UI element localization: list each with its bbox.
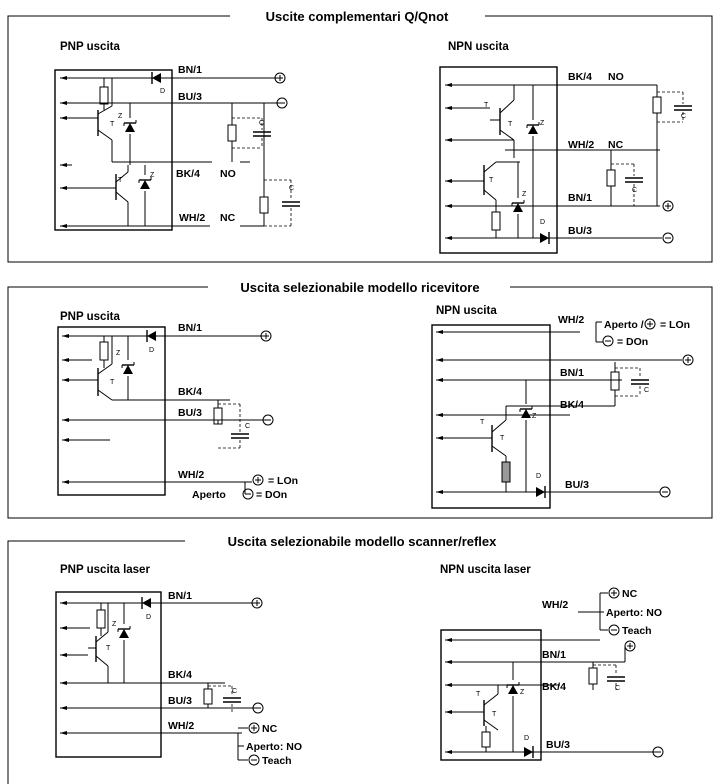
svg-text:BU/3: BU/3: [178, 407, 202, 419]
svg-text:C: C: [232, 688, 237, 695]
wire-bn: BN/1: [178, 64, 202, 76]
svg-text:BU/3: BU/3: [568, 225, 592, 237]
svg-text:BN/1: BN/1: [178, 322, 202, 334]
svg-text:T: T: [480, 419, 485, 426]
svg-text:= DOn: = DOn: [256, 489, 287, 501]
svg-text:C: C: [615, 685, 620, 692]
svg-text:Z: Z: [150, 172, 155, 179]
svg-text:BU/3: BU/3: [565, 479, 589, 491]
svg-text:T: T: [110, 121, 115, 128]
pnp-laser-circuit: D BN/1 BU/3 T Z BK/4: [55, 590, 302, 767]
svg-text:= DOn: = DOn: [617, 336, 648, 348]
svg-text:BN/1: BN/1: [168, 590, 192, 602]
svg-text:NC: NC: [622, 588, 638, 600]
svg-text:C: C: [681, 113, 686, 120]
svg-text:D: D: [540, 219, 545, 226]
svg-text:NPN uscita laser: NPN uscita laser: [440, 564, 531, 576]
svg-text:WH/2: WH/2: [568, 139, 594, 151]
svg-text:Z: Z: [522, 191, 527, 198]
svg-text:Z: Z: [540, 120, 545, 127]
svg-text:T: T: [106, 645, 111, 652]
svg-text:WH/2: WH/2: [179, 212, 205, 224]
svg-text:D: D: [524, 735, 529, 742]
svg-text:NO: NO: [608, 71, 624, 83]
svg-text:T: T: [489, 177, 494, 184]
svg-text:D: D: [536, 473, 541, 480]
npn-complementary-circuit: BK/4 NO T T Z T: [439, 66, 693, 254]
svg-text:= LOn: = LOn: [268, 475, 298, 487]
pnp-complementary-circuit: D BN/1 BU/3 T Z BK/4: [54, 64, 301, 231]
svg-text:PNP uscita laser: PNP uscita laser: [60, 564, 150, 576]
svg-text:Aperto: NO: Aperto: NO: [246, 741, 302, 753]
section-title: Uscita selezionabile modello ricevitore: [240, 280, 479, 295]
svg-text:Aperto: NO: Aperto: NO: [606, 607, 662, 619]
svg-text:= LOn: = LOn: [660, 319, 690, 331]
section-receiver: Uscita selezionabile modello ricevitore …: [7, 280, 713, 519]
svg-text:D: D: [149, 347, 154, 354]
svg-text:BN/1: BN/1: [560, 367, 584, 379]
svg-text:C: C: [632, 187, 637, 194]
svg-text:WH/2: WH/2: [168, 720, 194, 732]
left-heading: PNP uscita: [60, 41, 120, 53]
svg-text:NO: NO: [220, 168, 236, 180]
svg-text:C: C: [259, 120, 264, 127]
svg-text:BU/3: BU/3: [168, 695, 192, 707]
npn-laser-circuit: WH/2 NC Aperto: NO Teach BN/1 BK/4 C: [440, 587, 664, 761]
svg-text:BK/4: BK/4: [542, 681, 566, 693]
svg-text:NC: NC: [220, 212, 236, 224]
svg-text:T: T: [118, 177, 123, 184]
svg-text:BK/4: BK/4: [568, 71, 592, 83]
svg-text:BK/4: BK/4: [168, 669, 192, 681]
svg-text:T: T: [508, 121, 513, 128]
section-complementary: Uscite complementari Q/Qnot PNP uscita N…: [7, 9, 713, 263]
svg-text:Z: Z: [532, 413, 537, 420]
svg-text:Z: Z: [112, 621, 117, 628]
svg-text:T: T: [492, 711, 497, 718]
svg-text:BK/4: BK/4: [560, 399, 584, 411]
svg-text:Z: Z: [118, 113, 123, 120]
svg-text:Aperto: Aperto: [192, 489, 226, 501]
svg-text:BK/4: BK/4: [176, 168, 200, 180]
svg-text:WH/2: WH/2: [558, 314, 584, 326]
svg-text:T: T: [484, 102, 489, 109]
svg-text:Aperto /: Aperto /: [604, 319, 644, 331]
svg-text:BK/4: BK/4: [178, 386, 202, 398]
svg-text:Z: Z: [520, 689, 525, 696]
svg-text:Teach: Teach: [262, 755, 292, 767]
svg-text:D: D: [160, 88, 165, 95]
svg-text:D: D: [146, 614, 151, 621]
svg-text:T: T: [476, 691, 481, 698]
svg-text:NC: NC: [262, 723, 278, 735]
svg-text:PNP uscita: PNP uscita: [60, 311, 120, 323]
npn-receiver-circuit: WH/2 Aperto / = LOn = DOn BN/1 BK/4 C: [431, 314, 694, 509]
svg-text:Z: Z: [116, 350, 121, 357]
right-heading: NPN uscita: [448, 41, 509, 53]
svg-text:BN/1: BN/1: [542, 649, 566, 661]
svg-text:BU/3: BU/3: [546, 739, 570, 751]
svg-text:BN/1: BN/1: [568, 192, 592, 204]
section-scanner: Uscita selezionabile modello scanner/ref…: [7, 534, 664, 784]
svg-text:WH/2: WH/2: [542, 599, 568, 611]
section-title: Uscita selezionabile modello scanner/ref…: [228, 534, 498, 549]
svg-text:T: T: [110, 379, 115, 386]
svg-text:BU/3: BU/3: [178, 91, 202, 103]
svg-text:T: T: [500, 435, 505, 442]
pnp-receiver-circuit: D BN/1 BU/3 T Z BK/4: [57, 322, 298, 501]
svg-text:WH/2: WH/2: [178, 469, 204, 481]
svg-text:C: C: [289, 185, 294, 192]
svg-text:NC: NC: [608, 139, 624, 151]
section-title: Uscite complementari Q/Qnot: [266, 9, 449, 24]
svg-text:C: C: [644, 387, 649, 394]
svg-text:C: C: [245, 423, 250, 430]
svg-text:Teach: Teach: [622, 625, 652, 637]
svg-text:NPN uscita: NPN uscita: [436, 305, 497, 317]
